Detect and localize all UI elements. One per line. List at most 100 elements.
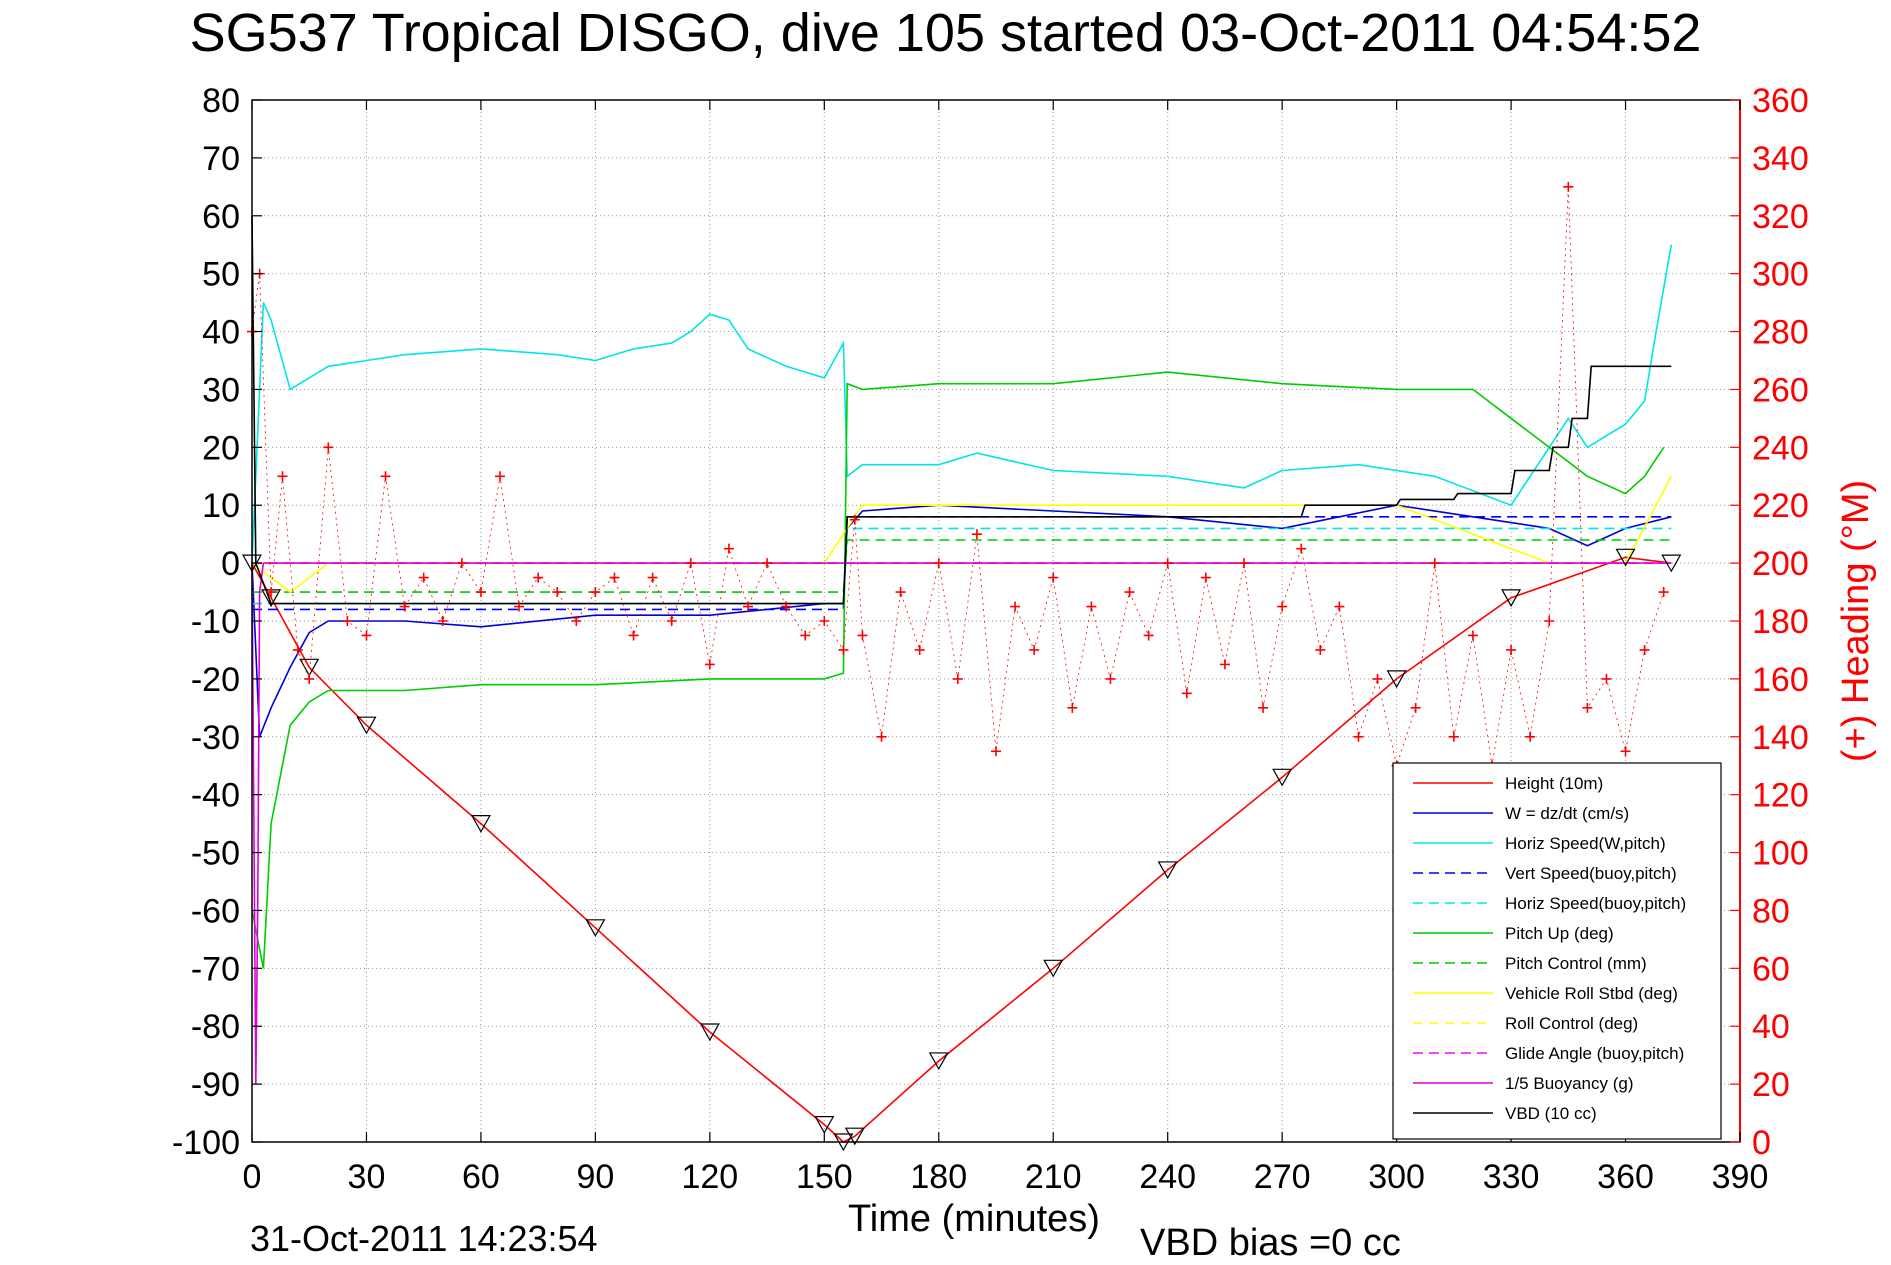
height-marker (844, 1127, 865, 1146)
x-axis-label: Time (minutes) (848, 1198, 1100, 1240)
heading-point (1506, 644, 1517, 655)
heading-point (647, 572, 658, 583)
legend-entry-11: VBD (10 cc) (1505, 1104, 1597, 1123)
x-tick-label: 330 (1483, 1158, 1540, 1196)
footer-date: 31-Oct-2011 14:23:54 (250, 1218, 598, 1259)
height-marker (470, 815, 491, 833)
heading-point (1067, 702, 1078, 713)
heading-point (1525, 731, 1536, 742)
y-right-tick-label: 320 (1752, 198, 1809, 236)
x-tick-label: 0 (243, 1158, 262, 1196)
series-line-5 (251, 371, 1665, 969)
height-marker (1386, 670, 1407, 689)
heading-point (1219, 659, 1230, 670)
y-left-tick-label: 50 (202, 256, 240, 294)
heading-point (1315, 644, 1326, 655)
y-left-tick-label: 0 (221, 545, 240, 583)
x-tick-label: 30 (348, 1158, 386, 1196)
heading-point (1582, 702, 1593, 713)
y-left-tick-label: -40 (191, 777, 240, 815)
x-tick-label: 240 (1139, 1158, 1196, 1196)
heading-point (399, 601, 410, 612)
heading-point (1429, 558, 1440, 569)
height-marker (356, 716, 377, 735)
x-tick-label: 390 (1712, 1158, 1769, 1196)
y-right-tick-label: 360 (1752, 82, 1809, 120)
heading-point (704, 659, 715, 670)
y-right-tick-label: 180 (1752, 603, 1809, 641)
chart-title: SG537 Tropical DISGO, dive 105 started 0… (189, 3, 1702, 63)
y-right-tick-label: 20 (1752, 1066, 1790, 1104)
heading-point (1334, 601, 1345, 612)
heading-point (1658, 587, 1669, 598)
heading-point (1639, 644, 1650, 655)
legend-entry-7: Vehicle Roll Stbd (deg) (1505, 984, 1678, 1003)
legend-entry-0: Height (10m) (1505, 774, 1603, 793)
heading-point (933, 558, 944, 569)
legend-entry-3: Vert Speed(buoy,pitch) (1505, 864, 1677, 883)
height-marker (1661, 554, 1682, 573)
y-right-tick-label: 300 (1752, 256, 1809, 294)
x-tick-label: 60 (462, 1158, 500, 1196)
series-line-2 (251, 244, 1673, 564)
height-marker (1615, 548, 1636, 567)
y-left-tick-label: 40 (202, 314, 240, 352)
x-tick-label: 360 (1597, 1158, 1654, 1196)
y-right-axis-ticks: 0 20 40 60 80 100 120 140 160 180 200 220 240 260 280 3… (1730, 82, 1809, 1162)
heading-point (1124, 587, 1135, 598)
heading-point (723, 543, 734, 554)
series-line-11 (251, 215, 1672, 605)
heading-point (1200, 572, 1211, 583)
legend-entry-2: Horiz Speed(W,pitch) (1505, 834, 1666, 853)
heading-point (590, 587, 601, 598)
height-marker (814, 1116, 835, 1134)
heading-point (1372, 673, 1383, 684)
x-tick-label: 150 (796, 1158, 853, 1196)
y-left-tick-label: -90 (191, 1066, 240, 1104)
x-tick-label: 300 (1368, 1158, 1425, 1196)
y-left-axis-ticks: -100-90-80-70-60-50-40-30-20-10010203040… (172, 82, 262, 1162)
y-right-tick-label: 60 (1752, 950, 1790, 988)
heading-markers (247, 181, 1669, 771)
series-group (251, 215, 1673, 1143)
heading-point (1620, 746, 1631, 757)
heading-point (1086, 601, 1097, 612)
x-tick-label: 180 (910, 1158, 967, 1196)
heading-point (1410, 702, 1421, 713)
height-marker (299, 658, 320, 677)
y-left-tick-label: -80 (191, 1008, 240, 1046)
y-left-tick-label: 60 (202, 198, 240, 236)
y-right-tick-label: 200 (1752, 545, 1809, 583)
y-right-tick-label: 220 (1752, 487, 1809, 525)
legend-box (1392, 762, 1722, 1140)
heading-point (552, 587, 563, 598)
height-marker (699, 1023, 720, 1042)
y-left-tick-label: -30 (191, 719, 240, 757)
y-left-tick-label: 20 (202, 429, 240, 467)
y-left-tick-label: -60 (191, 892, 240, 930)
legend-entry-9: Glide Angle (buoy,pitch) (1505, 1044, 1684, 1063)
legend-entry-8: Roll Control (deg) (1505, 1014, 1638, 1033)
y-left-tick-label: -20 (191, 661, 240, 699)
heading-point (475, 587, 486, 598)
y-right-tick-label: 280 (1752, 314, 1809, 352)
legend: Height (10m) W = dz/dt (cm/s) Horiz Speed(… (1392, 762, 1722, 1140)
y-right-tick-label: 0 (1752, 1124, 1771, 1162)
heading-point (437, 616, 448, 626)
y-left-tick-label: -10 (191, 603, 240, 641)
x-tick-label: 90 (576, 1158, 614, 1196)
y-left-tick-label: -100 (172, 1124, 240, 1162)
heading-point (1353, 731, 1364, 742)
heading-trace (251, 186, 1665, 768)
x-tick-label: 270 (1254, 1158, 1311, 1196)
heading-point (1143, 630, 1154, 641)
heading-point (533, 572, 544, 583)
y-right-tick-label: 40 (1752, 1008, 1790, 1046)
x-tick-label: 210 (1025, 1158, 1082, 1196)
y-right-tick-label: 160 (1752, 661, 1809, 699)
heading-point (628, 630, 639, 641)
footer-vbd-bias: VBD bias =0 cc (1140, 1222, 1401, 1264)
y-right-tick-label: 100 (1752, 835, 1809, 873)
heading-point (685, 558, 696, 569)
